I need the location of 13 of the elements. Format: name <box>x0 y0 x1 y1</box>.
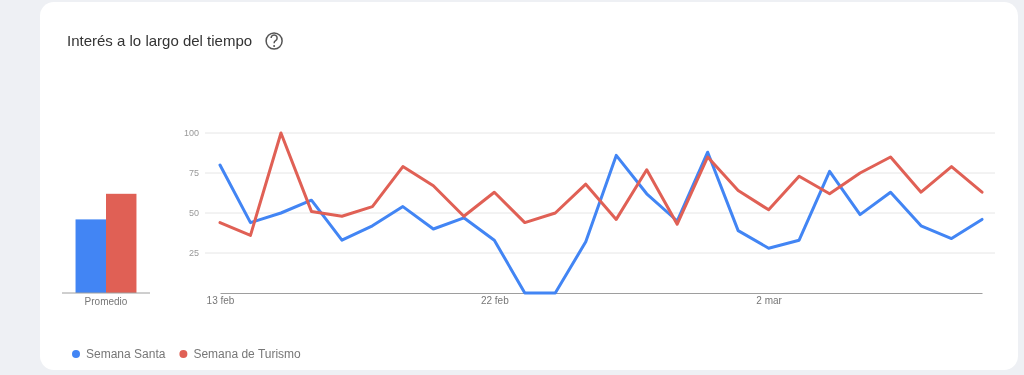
line-series <box>218 150 984 295</box>
y-tick-label: 100 <box>183 128 199 139</box>
y-tick-label: 75 <box>188 168 199 179</box>
x-tick-label: 22 feb <box>480 295 510 307</box>
legend-label: Semana de Turismo <box>193 347 302 361</box>
chart-title: Interés a lo largo del tiempo <box>67 32 253 49</box>
x-tick-label: 13 feb <box>206 295 235 307</box>
y-tick-label: 25 <box>188 248 199 259</box>
x-tick-label: 2 mar <box>756 295 783 307</box>
legend-label: Semana Santa <box>86 347 166 361</box>
x-tick-label: Promedio <box>84 296 128 307</box>
y-tick-label: 50 <box>188 208 199 219</box>
line-series <box>218 131 984 237</box>
